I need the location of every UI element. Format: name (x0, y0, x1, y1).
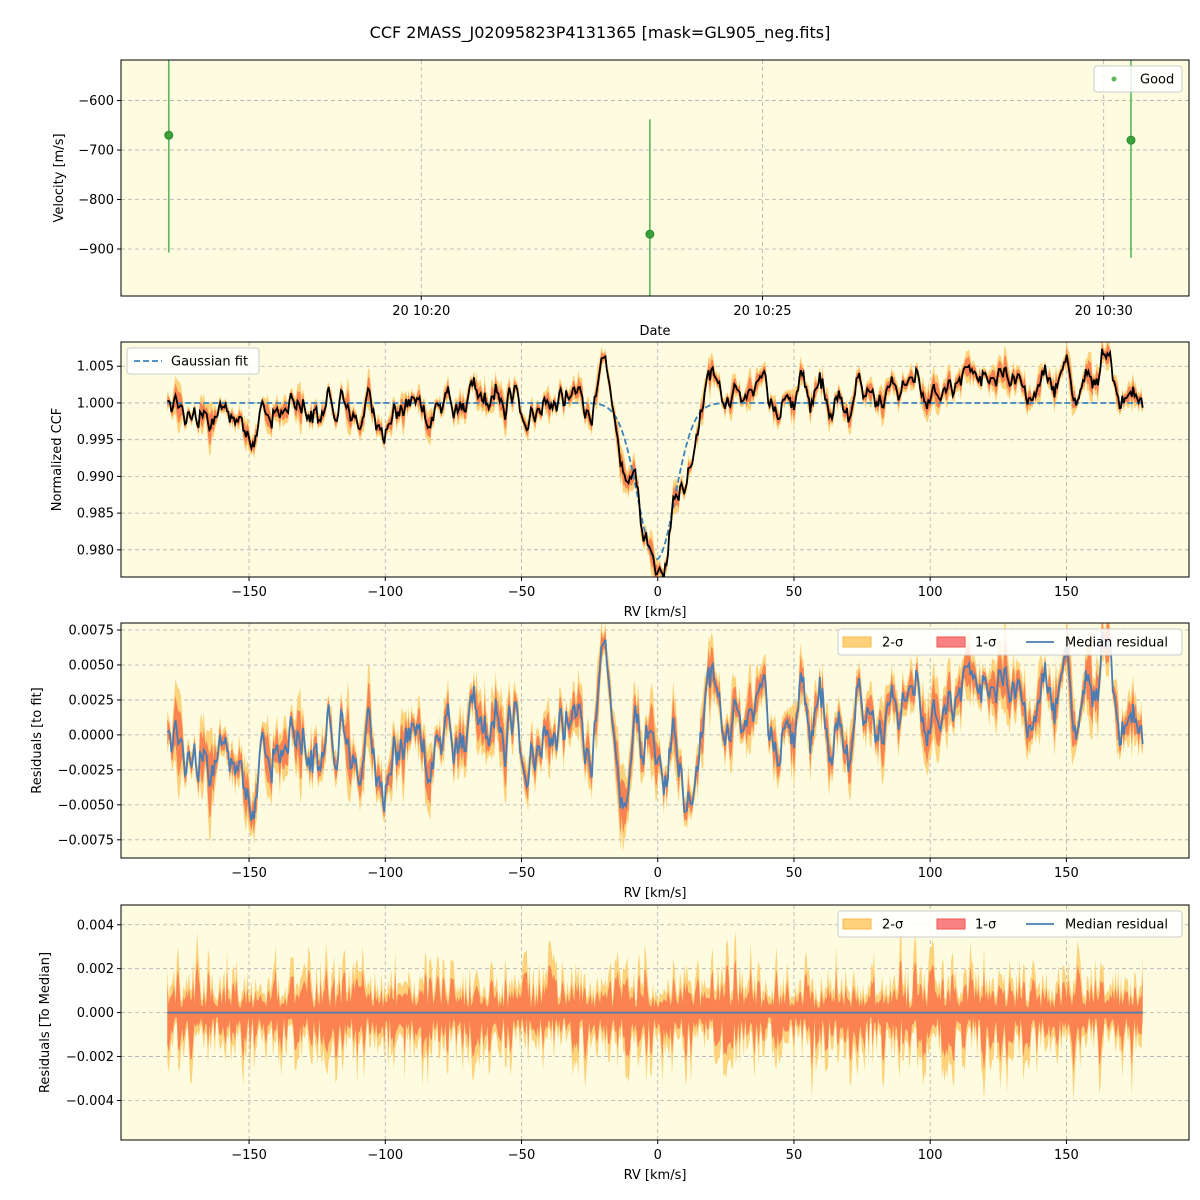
gaussian-fit-line (167, 402, 1143, 561)
x-tick-label: −100 (367, 585, 403, 600)
ccf-median-line (166, 348, 1144, 577)
legend: 2-σ 1-σ Median residual (837, 910, 1183, 938)
x-tick-label: 20 10:25 (733, 304, 791, 319)
panel-3: −150 −100 −50 0 50 100 150 −0.0075 −0.0050 −0.002… (30, 622, 1190, 901)
x-tick-label: 0 (654, 866, 662, 881)
x-axis-label: RV [km/s] (624, 886, 687, 901)
legend: Gaussian fit (126, 347, 260, 375)
x-tick-label: −150 (231, 866, 267, 881)
x-tick-label: 0 (654, 585, 662, 600)
y-axis-label: Residuals [To Median] (38, 952, 53, 1093)
plot-area (167, 931, 1143, 1103)
panel-1: 20 10:20 20 10:25 20 10:30 −600 −700 −800 −900… (52, 59, 1190, 339)
y-axis-label: Normalized CCF (50, 408, 65, 512)
x-tick-label: −50 (508, 1148, 535, 1163)
y-tick-label: 0.002 (77, 962, 114, 977)
legend: Good (1093, 65, 1183, 93)
x-tick-label: −50 (508, 585, 535, 600)
y-tick-label: 0.995 (77, 433, 114, 448)
x-tick-label: −150 (231, 1148, 267, 1163)
x-tick-label: −50 (508, 866, 535, 881)
x-tick-label: 50 (786, 866, 803, 881)
y-tick-label: −800 (78, 193, 114, 208)
x-tick-label: 50 (786, 1148, 803, 1163)
x-tick-label: 150 (1054, 866, 1079, 881)
y-tick-label: 1.005 (77, 360, 114, 375)
plot-area (166, 623, 1144, 853)
legend-swatch-2-sigma (842, 918, 872, 930)
y-tick-label: −0.0075 (58, 833, 114, 848)
panel-frame (120, 341, 1190, 578)
series-good (164, 60, 1136, 296)
legend-label-1-sigma: 1-σ (975, 636, 996, 651)
plot-area (166, 342, 1144, 577)
y-tick-label: 0.980 (77, 543, 114, 558)
legend-label-2-sigma: 2-σ (882, 918, 903, 933)
x-tick-label: 100 (918, 585, 943, 600)
legend-marker-good (1111, 76, 1117, 82)
y-tick-label: 0.0000 (69, 728, 115, 743)
panel-frame (120, 622, 1190, 859)
y-tick-label: 1.000 (77, 396, 114, 411)
x-tick-label: 0 (654, 1148, 662, 1163)
data-point (164, 130, 174, 140)
legend-label-median: Median residual (1065, 918, 1168, 933)
panel-4: −150 −100 −50 0 50 100 150 −0.004 −0.002 0.000 0.0… (38, 904, 1190, 1183)
panel-frame (120, 59, 1190, 297)
x-tick-label: 150 (1054, 1148, 1079, 1163)
y-tick-label: −0.0025 (58, 763, 114, 778)
y-tick-label: 0.985 (77, 507, 114, 522)
x-tick-label: −100 (367, 866, 403, 881)
x-tick-label: 100 (918, 1148, 943, 1163)
y-axis-label: Velocity [m/s] (52, 133, 67, 222)
panel-2: −150 −100 −50 0 50 100 150 0.980 0.985 0.990 0.995… (50, 341, 1190, 620)
panel-background (121, 342, 1189, 577)
legend-box (1093, 65, 1183, 93)
legend: 2-σ 1-σ Median residual (837, 628, 1183, 656)
y-tick-label: −600 (78, 94, 114, 109)
panel-background (121, 60, 1189, 296)
y-tick-label: 0.004 (77, 918, 114, 933)
x-axis-label: RV [km/s] (624, 1168, 687, 1183)
x-axis-label: RV [km/s] (624, 605, 687, 620)
x-tick-label: 20 10:20 (392, 304, 450, 319)
y-tick-label: −0.004 (66, 1094, 114, 1109)
figure-title: CCF 2MASS_J02095823P4131365 [mask=GL905_… (370, 23, 831, 43)
x-tick-label: 20 10:30 (1075, 304, 1133, 319)
x-tick-label: −100 (367, 1148, 403, 1163)
legend-swatch-1-sigma (936, 636, 966, 648)
x-axis-label: Date (639, 324, 670, 339)
y-tick-label: −700 (78, 144, 114, 159)
legend-swatch-2-sigma (842, 636, 872, 648)
y-tick-label: 0.0025 (69, 693, 115, 708)
legend-box (837, 628, 1183, 656)
legend-label-1-sigma: 1-σ (975, 918, 996, 933)
y-tick-label: −0.002 (66, 1050, 114, 1065)
x-tick-label: 100 (918, 866, 943, 881)
band-1-sigma (167, 959, 1143, 1073)
y-tick-label: −0.0050 (58, 798, 114, 813)
y-tick-label: 0.000 (77, 1006, 114, 1021)
x-tick-label: −150 (231, 585, 267, 600)
data-point (1126, 135, 1136, 145)
legend-box (837, 910, 1183, 938)
y-tick-label: 0.990 (77, 470, 114, 485)
data-point (645, 229, 655, 239)
legend-box (126, 347, 260, 375)
legend-swatch-1-sigma (936, 918, 966, 930)
y-tick-label: −900 (78, 242, 114, 257)
panel-frame (120, 904, 1190, 1141)
median-residual-line (166, 631, 1144, 822)
legend-label-good: Good (1140, 73, 1174, 88)
y-tick-label: 0.0075 (69, 623, 115, 638)
legend-label-2-sigma: 2-σ (882, 636, 903, 651)
legend-label-median: Median residual (1065, 636, 1168, 651)
x-tick-label: 50 (786, 585, 803, 600)
y-axis-label: Residuals [to fit] (30, 687, 45, 793)
y-tick-label: 0.0050 (69, 658, 115, 673)
legend-label-gaussian: Gaussian fit (171, 355, 248, 370)
x-tick-label: 150 (1054, 585, 1079, 600)
